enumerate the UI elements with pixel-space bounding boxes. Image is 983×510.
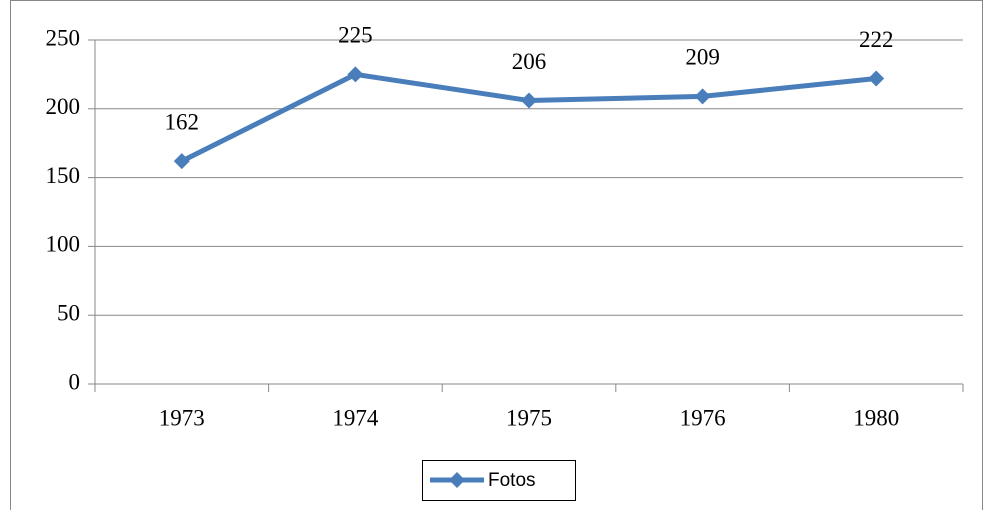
chart-border — [10, 0, 983, 510]
x-tick-label: 1980 — [853, 405, 899, 430]
y-tick-label: 50 — [57, 300, 80, 325]
legend-marker — [449, 472, 465, 488]
x-tick-label: 1975 — [506, 405, 552, 430]
data-label: 225 — [338, 23, 373, 48]
x-tick-label: 1976 — [680, 405, 726, 430]
data-label: 162 — [165, 109, 200, 134]
x-tick-label: 1973 — [159, 405, 205, 430]
data-label: 206 — [512, 49, 547, 74]
y-tick-label: 200 — [46, 94, 81, 119]
data-label: 209 — [685, 45, 720, 70]
y-tick-label: 250 — [46, 25, 81, 50]
marker — [347, 66, 364, 83]
y-tick-label: 150 — [46, 163, 81, 188]
marker — [694, 88, 711, 105]
marker — [173, 153, 190, 170]
legend-label: Fotos — [488, 470, 536, 491]
x-tick-label: 1974 — [332, 405, 379, 430]
y-tick-label: 100 — [46, 232, 81, 257]
line — [180, 71, 877, 164]
marker — [521, 92, 537, 109]
marker — [868, 70, 885, 87]
data-label: 222 — [859, 27, 894, 52]
y-tick-label: 0 — [69, 369, 81, 394]
